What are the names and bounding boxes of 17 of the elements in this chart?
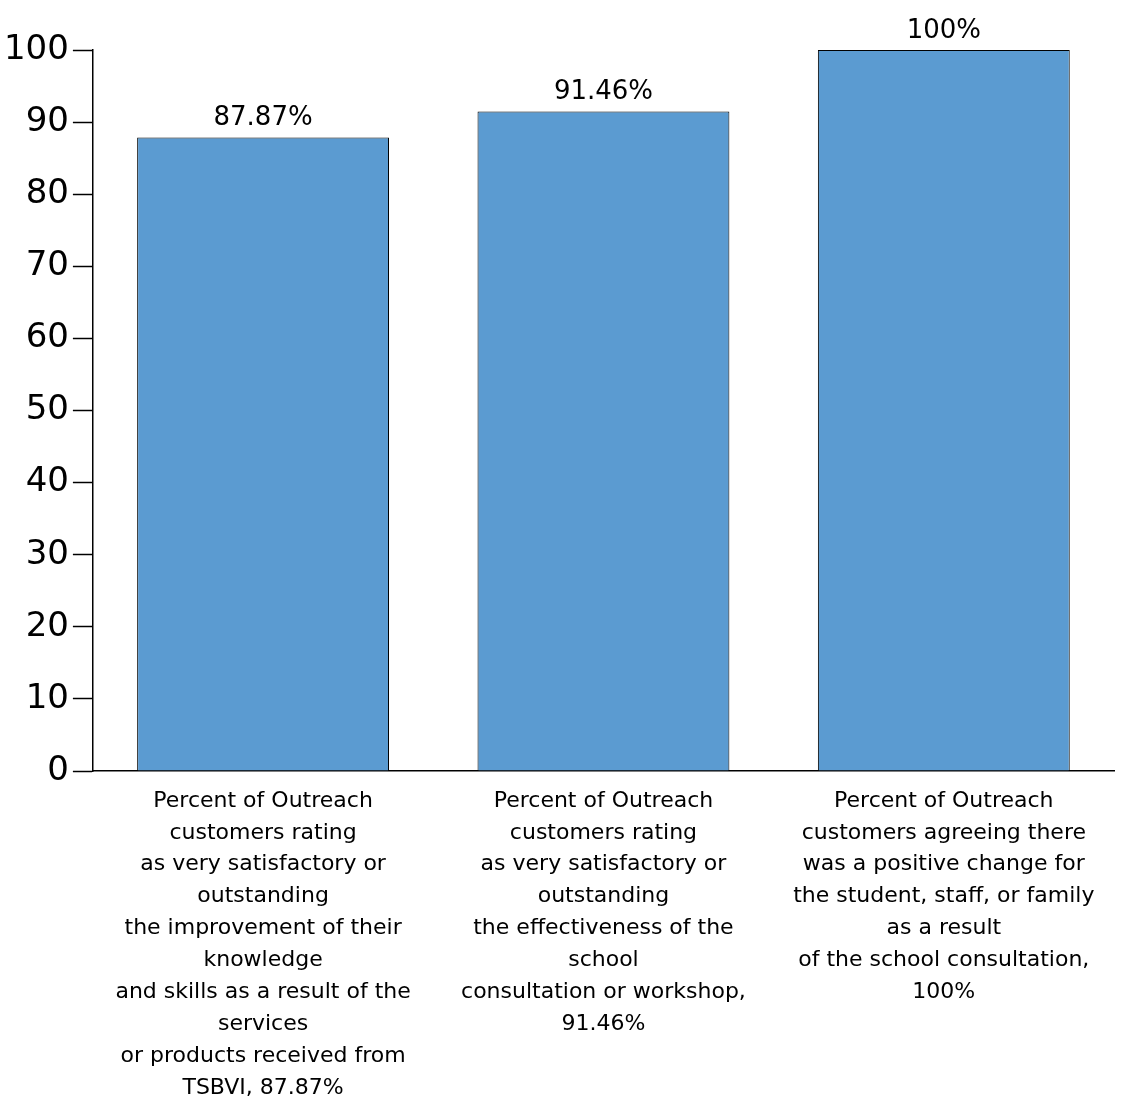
data-label: 100% — [906, 13, 981, 44]
y-tick-label: 60 — [25, 315, 69, 356]
y-tick-label: 40 — [25, 459, 69, 500]
x-tick-label: Percent of Outreach customers agreeing there was a positive change for the student, staff, or family as a result of the school consultation, 100% — [793, 786, 1095, 1004]
y-tick-label: 70 — [25, 243, 69, 284]
category-label: Percent of Outreach customers rating as very satisfactory or outstanding the improvement of their knowledge and skills as a result of the services or products received from TSBVI, 87.87% — [115, 786, 411, 1099]
data-label: 91.46% — [553, 75, 654, 106]
y-tick-label: 30 — [25, 531, 69, 572]
y-tick-label: 10 — [25, 675, 69, 716]
y-tick-label: 0 — [47, 747, 69, 788]
y-tick-label: 20 — [25, 603, 69, 644]
y-tick-label: 90 — [25, 98, 69, 139]
y-tick-label: 80 — [25, 171, 69, 212]
y-tick-label: 50 — [25, 387, 69, 428]
x-tick-label: Percent of Outreach customers rating as very satisfactory or outstanding the effectiveness of the school consultation or workshop, 91.46% — [461, 786, 746, 1035]
y-tick-label: 100 — [3, 26, 69, 67]
data-label: 87.87% — [213, 101, 313, 132]
